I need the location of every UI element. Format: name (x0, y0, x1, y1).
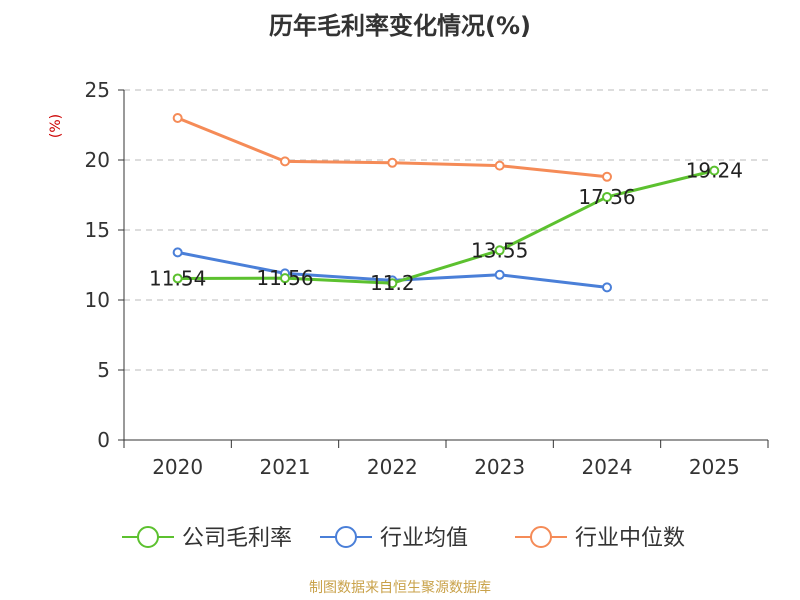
data-point (602, 282, 612, 293)
data-label: 11.54 (149, 266, 206, 290)
data-point (494, 269, 505, 280)
legend-label: 行业均值 (380, 526, 468, 551)
data-label: 11.56 (256, 266, 313, 290)
x-tick-labels: 2020 2021 2022 2023 2024 2025 (152, 455, 740, 479)
series (172, 113, 720, 293)
chart-title: 历年毛利率变化情况(%) (269, 12, 531, 40)
data-label: 19.24 (686, 159, 743, 183)
legend-marker (335, 526, 357, 548)
data-point (280, 273, 290, 284)
y-tick-label: 20 (85, 148, 110, 172)
data-point (172, 247, 183, 258)
x-tick-label: 2025 (689, 455, 740, 479)
data-label: 17.36 (578, 185, 635, 209)
legend-label: 行业中位数 (575, 526, 685, 551)
legend: 公司毛利率 行业均值 行业中位数 (122, 526, 685, 551)
axes (118, 89, 769, 448)
y-tick-label: 25 (85, 78, 110, 102)
data-point (280, 156, 290, 167)
y-axis-label: (%) (48, 114, 64, 138)
data-labels: 11.54 11.56 11.2 13.55 17.36 19.24 (149, 159, 743, 296)
data-point (387, 157, 398, 168)
data-point (387, 278, 398, 289)
data-point (602, 171, 612, 182)
legend-marker (137, 526, 159, 548)
data-point (494, 245, 505, 256)
x-tick-label: 2021 (260, 455, 311, 479)
data-label: 13.55 (471, 238, 528, 262)
data-label: 11.2 (370, 271, 415, 295)
data-point (172, 273, 183, 284)
series-line (177, 116, 608, 179)
x-tick-label: 2020 (152, 455, 203, 479)
legend-marker (530, 526, 552, 548)
y-tick-labels: 0 5 10 15 20 25 (85, 78, 110, 452)
x-tick-label: 2022 (367, 455, 418, 479)
y-tick-label: 15 (85, 218, 110, 242)
x-tick-label: 2023 (474, 455, 525, 479)
data-point (494, 160, 505, 171)
data-point (602, 191, 612, 202)
series-line (177, 169, 715, 285)
source-note: 制图数据来自恒生聚源数据库 (309, 580, 491, 596)
gridlines (124, 89, 768, 371)
x-tick-label: 2024 (582, 455, 633, 479)
data-point (172, 113, 183, 123)
y-tick-label: 0 (97, 428, 110, 452)
data-point (709, 165, 720, 176)
y-tick-label: 5 (97, 358, 110, 382)
y-tick-label: 10 (85, 288, 110, 312)
legend-label: 公司毛利率 (182, 526, 292, 551)
